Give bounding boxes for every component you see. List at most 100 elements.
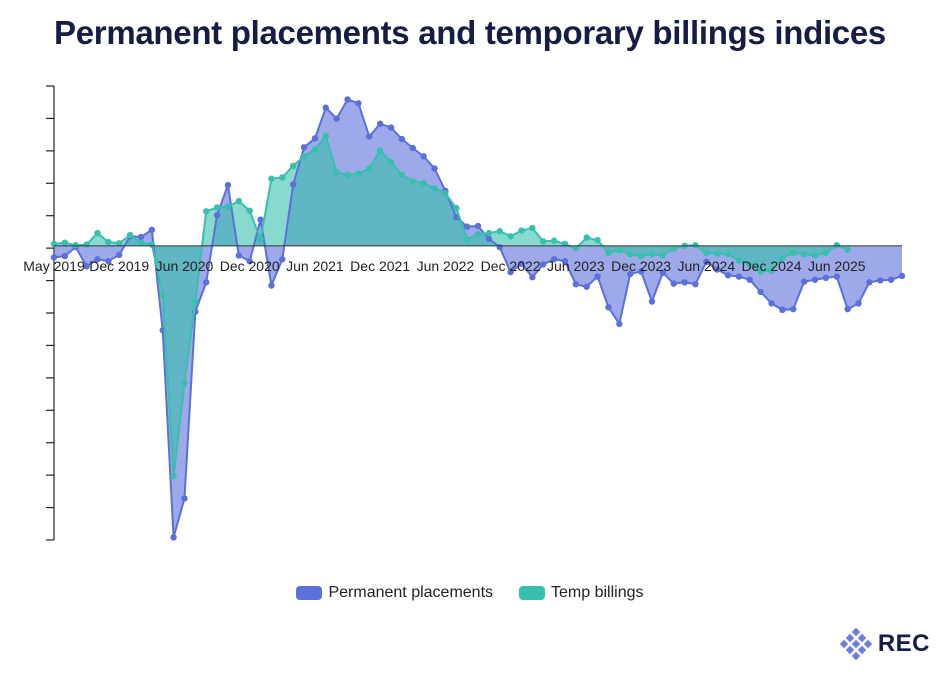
point-permanent-49 xyxy=(583,283,590,290)
point-permanent-72 xyxy=(833,273,840,280)
legend: Permanent placements Temp billings xyxy=(0,584,940,602)
point-temp-33 xyxy=(409,178,416,185)
point-permanent-70 xyxy=(811,276,819,283)
point-permanent-71 xyxy=(822,274,830,282)
point-permanent-43 xyxy=(518,260,525,267)
point-temp-38 xyxy=(463,236,471,243)
point-permanent-53 xyxy=(627,270,634,278)
point-temp-50 xyxy=(594,236,601,244)
point-permanent-1 xyxy=(61,252,69,260)
point-permanent-16 xyxy=(224,181,232,189)
point-temp-32 xyxy=(398,171,406,179)
point-temp-34 xyxy=(420,179,427,187)
point-temp-31 xyxy=(387,158,395,166)
point-permanent-21 xyxy=(279,256,286,263)
point-temp-30 xyxy=(376,147,384,154)
point-temp-63 xyxy=(735,257,743,264)
legend-item-temp[interactable]: Temp billings xyxy=(519,584,644,602)
legend-item-permanent[interactable]: Permanent placements xyxy=(296,584,493,602)
point-permanent-17 xyxy=(235,252,243,259)
point-temp-10 xyxy=(159,291,166,299)
point-permanent-78 xyxy=(898,272,906,280)
point-permanent-63 xyxy=(735,273,743,280)
point-temp-23 xyxy=(300,153,308,160)
point-permanent-59 xyxy=(692,281,699,288)
point-temp-2 xyxy=(72,242,79,249)
point-temp-43 xyxy=(518,227,525,234)
point-permanent-75 xyxy=(866,279,873,286)
x-tick-label-4: Jun 2021 xyxy=(286,258,344,274)
point-temp-28 xyxy=(355,170,362,177)
point-temp-4 xyxy=(94,229,101,237)
point-temp-59 xyxy=(692,242,699,249)
point-temp-56 xyxy=(659,252,667,259)
point-temp-71 xyxy=(822,249,830,257)
x-tick-label-10: Jun 2024 xyxy=(678,258,736,274)
rec-logo-text: REC xyxy=(877,630,930,657)
point-temp-57 xyxy=(670,245,677,252)
point-temp-55 xyxy=(648,250,656,258)
point-permanent-32 xyxy=(398,135,406,143)
point-temp-12 xyxy=(181,380,188,387)
plot-group: May 2019 Dec 2019 Jun 2020 Dec 2020 Jun 2021… xyxy=(23,85,906,541)
point-temp-69 xyxy=(800,250,808,258)
x-tick-label-5: Dec 2021 xyxy=(350,258,410,274)
point-permanent-56 xyxy=(659,269,667,276)
point-permanent-77 xyxy=(887,276,895,283)
point-permanent-0 xyxy=(50,254,58,261)
point-permanent-76 xyxy=(877,277,884,284)
point-permanent-19 xyxy=(257,216,264,223)
legend-label-temp: Temp billings xyxy=(551,584,644,601)
point-temp-70 xyxy=(811,252,819,259)
point-temp-13 xyxy=(192,298,199,305)
point-permanent-38 xyxy=(463,223,471,230)
point-temp-65 xyxy=(757,268,764,275)
point-permanent-26 xyxy=(333,115,340,122)
point-temp-18 xyxy=(246,207,253,214)
point-permanent-51 xyxy=(605,304,612,311)
point-permanent-45 xyxy=(540,261,547,268)
point-permanent-68 xyxy=(790,305,797,313)
point-temp-9 xyxy=(148,241,156,248)
point-temp-46 xyxy=(550,237,558,244)
point-permanent-34 xyxy=(420,153,427,160)
point-temp-62 xyxy=(724,250,732,258)
point-temp-54 xyxy=(637,252,645,260)
point-permanent-65 xyxy=(757,288,764,296)
point-permanent-42 xyxy=(507,268,514,276)
point-temp-51 xyxy=(605,249,612,257)
point-temp-5 xyxy=(105,238,112,246)
x-tick-label-2: Jun 2020 xyxy=(156,258,214,274)
point-permanent-25 xyxy=(322,104,329,111)
point-permanent-54 xyxy=(637,268,645,275)
point-temp-73 xyxy=(844,246,851,253)
point-permanent-28 xyxy=(355,100,362,107)
point-permanent-39 xyxy=(474,222,482,230)
point-temp-37 xyxy=(453,204,460,212)
point-temp-49 xyxy=(583,234,590,241)
point-temp-1 xyxy=(61,239,69,246)
point-permanent-52 xyxy=(616,320,623,328)
point-temp-3 xyxy=(83,241,90,248)
rec-logo: REC xyxy=(838,626,930,662)
point-permanent-33 xyxy=(409,144,416,152)
point-temp-41 xyxy=(496,227,503,235)
point-permanent-27 xyxy=(344,96,351,103)
area-temp xyxy=(54,135,848,477)
point-permanent-35 xyxy=(431,165,438,172)
point-temp-44 xyxy=(529,224,536,232)
legend-swatch-permanent xyxy=(296,586,323,600)
point-temp-39 xyxy=(474,231,482,238)
x-tick-label-1: Dec 2019 xyxy=(89,258,149,274)
point-permanent-24 xyxy=(311,135,319,142)
point-permanent-8 xyxy=(137,233,145,241)
point-temp-16 xyxy=(224,203,232,211)
point-permanent-18 xyxy=(246,258,253,265)
point-temp-14 xyxy=(203,208,210,215)
point-permanent-60 xyxy=(703,258,710,266)
point-permanent-44 xyxy=(529,273,536,281)
point-temp-66 xyxy=(768,267,775,274)
point-temp-24 xyxy=(311,146,319,153)
point-permanent-62 xyxy=(724,272,732,279)
